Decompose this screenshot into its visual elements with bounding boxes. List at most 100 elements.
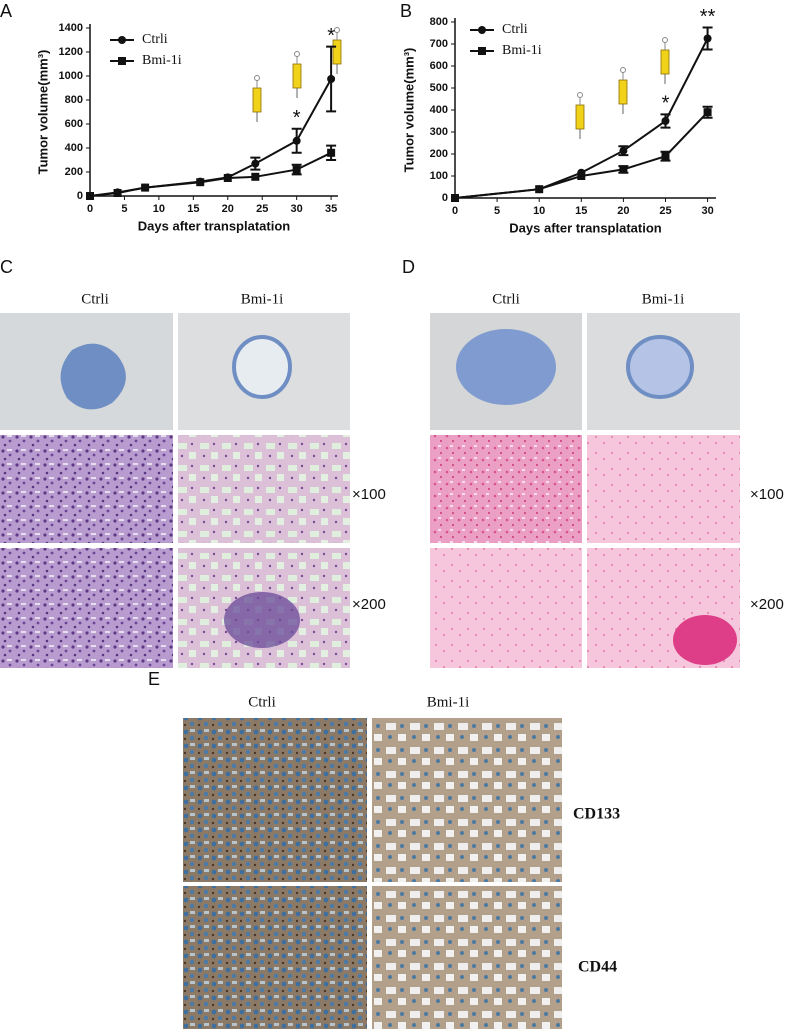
marker [703,34,712,43]
tumor [673,615,737,665]
tumor [224,592,300,648]
y-tick-label: 800 [65,94,83,106]
syringe-icon [252,75,262,123]
panel-label: C [0,257,13,277]
y-tick-label: 500 [430,82,448,94]
photo [0,435,173,543]
x-tick-label: 5 [494,205,500,217]
panel-label: D [402,257,415,277]
y-axis-label: Tumor volume(mm³) [401,48,416,173]
marker [196,178,205,187]
column-header: Bmi-1i [427,694,470,710]
marker [292,136,301,145]
y-tick-label: 200 [65,166,83,178]
significance-mark: * [327,25,335,47]
y-tick-label: 300 [430,126,448,138]
x-tick-label: 25 [256,203,268,215]
photo [372,886,562,1029]
y-tick-label: 100 [430,170,448,182]
photo [430,435,582,543]
legend-label: Bmi-1i [502,43,542,58]
row-label: CD133 [573,806,620,823]
y-tick-label: 1200 [59,46,83,58]
row-label: ×200 [352,596,386,613]
y-tick-label: 1400 [59,22,83,34]
syringe-icon [292,51,302,99]
y-tick-label: 1000 [59,70,83,82]
x-axis-label: Days after transplatation [138,218,290,233]
column-header: Ctrli [492,291,520,307]
row-label: ×100 [352,486,386,503]
y-tick-label: 600 [430,60,448,72]
x-tick-label: 5 [121,203,127,215]
significance-mark: * [662,93,670,115]
panel-label: E [148,669,160,689]
photo [178,435,350,543]
marker [223,174,232,182]
legend-marker [118,57,126,65]
marker [141,183,150,192]
tumor [456,329,556,405]
row-label: ×100 [750,486,784,503]
marker [619,146,628,155]
y-tick-label: 400 [65,142,83,154]
x-tick-label: 15 [187,203,199,215]
x-tick-label: 35 [325,203,337,215]
y-tick-label: 0 [77,190,83,202]
marker [661,152,670,161]
column-header: Ctrli [81,291,109,307]
marker [451,194,459,202]
photo [0,548,173,668]
marker [661,117,670,125]
x-tick-label: 30 [291,203,303,215]
x-axis-label: Days after transplatation [509,220,661,235]
series-line [89,151,332,197]
x-tick-label: 30 [701,205,713,217]
marker [535,185,544,194]
x-tick-label: 25 [659,205,671,217]
series-line [454,111,709,199]
marker [86,192,94,200]
x-tick-label: 10 [533,205,545,217]
x-tick-label: 0 [452,205,458,217]
photo [372,718,562,882]
tumor [232,335,292,399]
y-tick-label: 600 [65,118,83,130]
photo [183,718,367,882]
marker [577,172,586,180]
legend-marker [478,47,486,55]
column-header: Bmi-1i [241,291,284,307]
x-tick-label: 15 [575,205,587,217]
marker [327,75,336,83]
legend-marker [478,26,486,34]
significance-mark: ** [700,6,716,28]
column-header: Ctrli [248,694,276,710]
legend-label: Bmi-1i [142,53,182,68]
y-tick-label: 700 [430,38,448,50]
x-tick-label: 10 [153,203,165,215]
legend-marker [118,36,126,44]
significance-mark: * [293,107,301,129]
marker [251,159,260,168]
marker [327,148,336,157]
marker [703,108,712,117]
marker [251,172,260,181]
photo [430,548,582,668]
tumor [60,343,126,410]
marker [619,165,628,174]
marker [113,189,122,197]
x-tick-label: 0 [87,203,93,215]
x-tick-label: 20 [222,203,234,215]
syringe-icon [618,67,628,115]
y-tick-label: 200 [430,148,448,160]
syringe-icon [660,37,670,85]
legend-label: Ctrli [142,32,168,47]
legend-label: Ctrli [502,22,528,37]
y-tick-label: 800 [430,16,448,28]
y-tick-label: 400 [430,104,448,116]
photo [183,886,367,1029]
panel-label: B [400,1,412,21]
marker [292,165,301,174]
column-header: Bmi-1i [642,291,685,307]
